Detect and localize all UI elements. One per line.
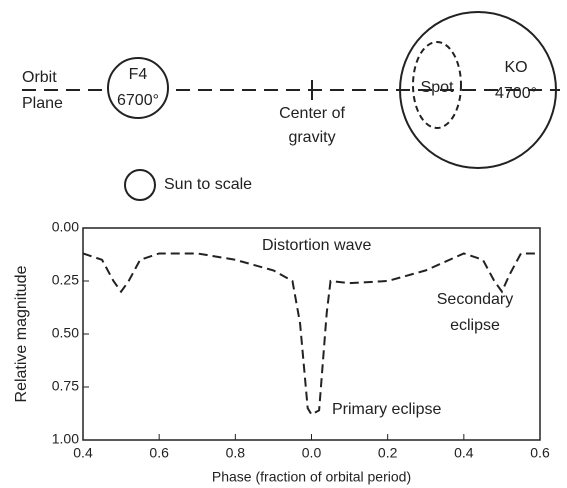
x-axis-label: Phase (fraction of orbital period) [212,469,411,485]
annotation: Primary eclipse [332,401,441,418]
star-ko [399,11,557,169]
diagram-label: 6700° [117,92,159,109]
y-tick-label: 0.25 [52,272,79,288]
x-tick-label: 0.8 [226,445,246,461]
diagram-label: Plane [22,95,63,112]
diagram-label: F4 [129,66,148,83]
diagram-label: KO [504,59,527,76]
x-tick-label: 0.6 [530,445,550,461]
x-tick-label: 0.6 [149,445,169,461]
y-axis-label: Relative magnitude [13,265,30,402]
diagram-label: 4700° [495,85,537,102]
y-tick-label: 0.75 [52,378,79,394]
annotation: Secondary [437,291,514,308]
y-tick-label: 0.00 [52,219,79,235]
diagram-label: Orbit [22,69,57,86]
diagram-label: gravity [288,129,335,146]
star-f4 [107,57,169,119]
annotation: eclipse [450,317,500,334]
x-tick-label: 0.4 [454,445,474,461]
y-tick-label: 0.50 [52,325,79,341]
spot [412,41,462,129]
x-tick-label: 0.4 [73,445,93,461]
x-tick-label: 0.0 [302,445,322,461]
annotation: Distortion wave [262,237,371,254]
diagram-label: Sun to scale [164,176,252,193]
sun-scale [124,169,156,201]
x-tick-label: 0.2 [378,445,398,461]
y-tick-label: 1.00 [52,431,79,447]
diagram-label: Spot [421,79,454,96]
diagram-label: Center of [279,105,345,122]
light-curve [82,252,540,416]
